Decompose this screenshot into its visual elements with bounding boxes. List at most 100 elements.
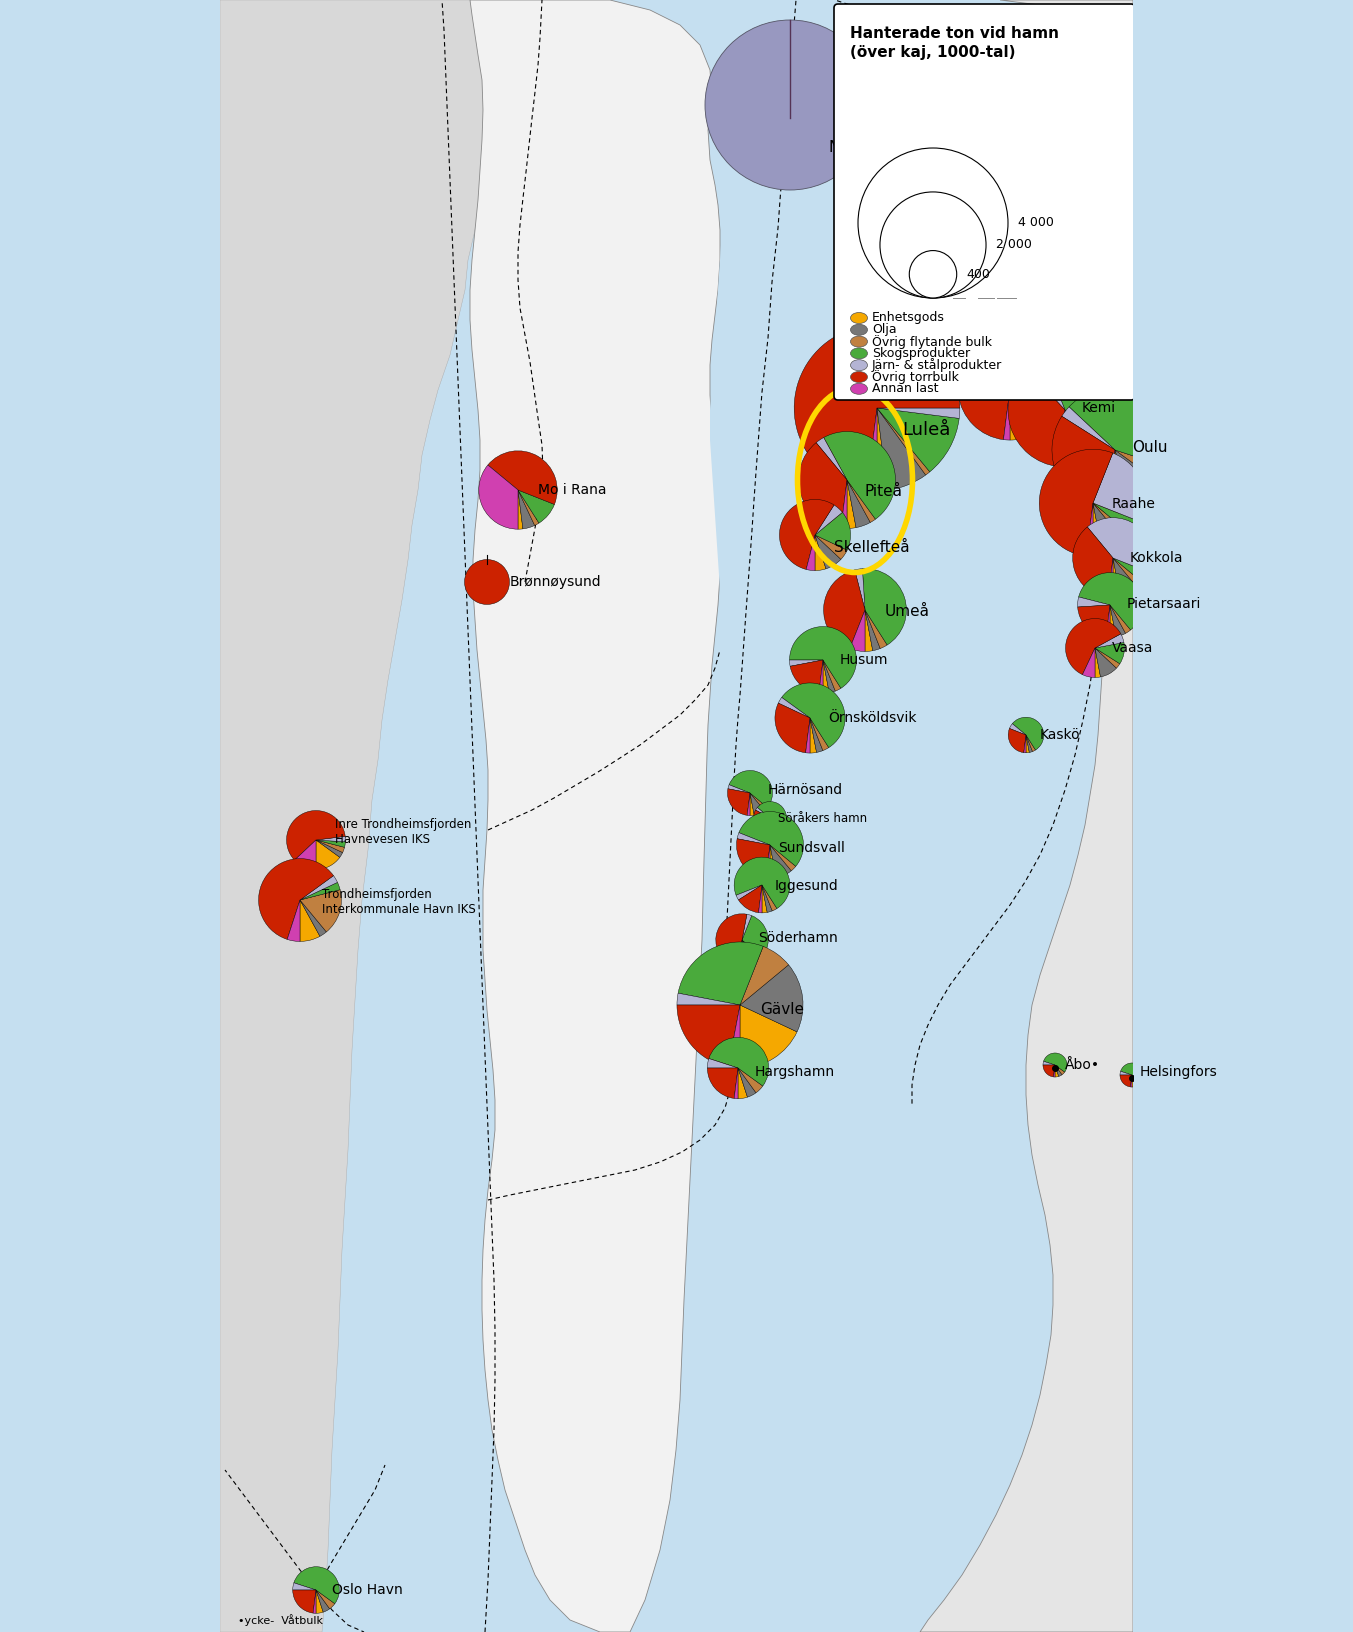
Wedge shape	[676, 1005, 740, 1067]
Text: Raahe: Raahe	[1112, 498, 1155, 511]
Wedge shape	[1120, 1062, 1145, 1082]
Polygon shape	[700, 0, 1000, 1120]
Wedge shape	[815, 535, 825, 571]
Wedge shape	[770, 845, 796, 871]
Wedge shape	[762, 885, 773, 912]
Wedge shape	[295, 840, 317, 870]
Text: Örnsköldsvik: Örnsköldsvik	[828, 712, 916, 725]
Wedge shape	[1108, 558, 1114, 599]
Text: Brønnøysund: Brønnøysund	[510, 574, 602, 589]
Text: Piteå: Piteå	[865, 485, 902, 499]
Wedge shape	[877, 408, 888, 491]
Text: Kaskö: Kaskö	[1040, 728, 1081, 743]
Wedge shape	[1045, 353, 1122, 441]
Wedge shape	[736, 885, 762, 899]
Wedge shape	[739, 940, 741, 966]
Wedge shape	[518, 490, 522, 529]
Wedge shape	[1009, 385, 1062, 395]
Wedge shape	[1043, 1053, 1068, 1072]
Text: Iggesund: Iggesund	[775, 880, 839, 893]
Text: Trondheimsfjorden
Interkommunale Havn IKS: Trondheimsfjorden Interkommunale Havn IK…	[322, 888, 476, 916]
Wedge shape	[1114, 558, 1120, 599]
Wedge shape	[1043, 1061, 1055, 1066]
Wedge shape	[728, 785, 750, 793]
Wedge shape	[1055, 1066, 1062, 1077]
Wedge shape	[865, 610, 873, 651]
Text: •ycke-  Våtbulk: •ycke- Våtbulk	[238, 1614, 323, 1625]
Text: Övrig torrbulk: Övrig torrbulk	[871, 370, 959, 384]
Ellipse shape	[851, 348, 867, 359]
Wedge shape	[1132, 1075, 1142, 1085]
Wedge shape	[518, 490, 538, 526]
Wedge shape	[1024, 734, 1026, 752]
Ellipse shape	[851, 384, 867, 395]
Wedge shape	[750, 793, 754, 816]
Circle shape	[858, 149, 1008, 299]
Wedge shape	[865, 610, 881, 651]
Text: Hargshamn: Hargshamn	[755, 1066, 835, 1079]
Wedge shape	[741, 940, 762, 960]
Wedge shape	[855, 568, 865, 610]
Text: Narvik: Narvik	[828, 140, 877, 155]
Wedge shape	[317, 1590, 323, 1614]
Wedge shape	[1065, 410, 1114, 452]
Wedge shape	[1008, 728, 1026, 752]
Wedge shape	[770, 818, 773, 834]
Wedge shape	[737, 1067, 756, 1097]
Wedge shape	[464, 560, 510, 604]
Wedge shape	[1043, 1066, 1055, 1077]
Wedge shape	[1053, 416, 1115, 512]
Wedge shape	[1026, 357, 1065, 410]
Wedge shape	[877, 408, 925, 490]
Wedge shape	[1073, 527, 1114, 597]
Wedge shape	[1088, 517, 1153, 573]
Wedge shape	[1095, 648, 1116, 677]
Text: Tornio: Tornio	[1028, 370, 1069, 385]
Wedge shape	[782, 682, 846, 747]
Wedge shape	[810, 718, 823, 752]
Text: Åbo•: Åbo•	[1065, 1058, 1100, 1072]
Wedge shape	[317, 840, 340, 870]
Wedge shape	[778, 697, 810, 718]
Wedge shape	[317, 840, 342, 857]
Wedge shape	[300, 876, 337, 899]
Wedge shape	[762, 885, 777, 911]
Wedge shape	[842, 480, 847, 529]
Wedge shape	[741, 940, 747, 966]
Text: Annan last: Annan last	[871, 382, 939, 395]
Text: Oslo Havn: Oslo Havn	[331, 1583, 403, 1598]
Wedge shape	[1093, 454, 1147, 522]
Wedge shape	[1109, 605, 1131, 633]
Wedge shape	[728, 1005, 740, 1067]
Wedge shape	[1026, 734, 1032, 752]
Wedge shape	[1131, 1075, 1132, 1087]
Text: Järn- & stålprodukter: Järn- & stålprodukter	[871, 357, 1003, 372]
Wedge shape	[1093, 503, 1143, 537]
Wedge shape	[1055, 1066, 1065, 1075]
Wedge shape	[766, 845, 770, 878]
Wedge shape	[867, 408, 877, 491]
Wedge shape	[747, 793, 750, 816]
Wedge shape	[741, 916, 769, 956]
Wedge shape	[794, 325, 959, 490]
Wedge shape	[790, 659, 823, 666]
Wedge shape	[770, 845, 777, 878]
Text: Sundsvall: Sundsvall	[778, 840, 844, 855]
Wedge shape	[862, 568, 907, 645]
Wedge shape	[488, 450, 557, 504]
Text: Inre Trondheimsfjorden
Havnevesen IKS: Inre Trondheimsfjorden Havnevesen IKS	[336, 818, 471, 845]
Wedge shape	[1095, 648, 1100, 677]
Wedge shape	[300, 889, 341, 932]
Text: Skellefteå: Skellefteå	[833, 540, 909, 555]
Wedge shape	[790, 659, 823, 694]
Text: 4 000: 4 000	[1017, 217, 1054, 230]
Text: 400: 400	[966, 268, 990, 281]
Wedge shape	[1114, 558, 1150, 584]
Wedge shape	[708, 1059, 737, 1067]
Wedge shape	[815, 512, 851, 550]
Polygon shape	[221, 0, 520, 1632]
Wedge shape	[1082, 648, 1095, 677]
Wedge shape	[759, 885, 762, 912]
Wedge shape	[750, 793, 764, 814]
Wedge shape	[790, 627, 856, 689]
